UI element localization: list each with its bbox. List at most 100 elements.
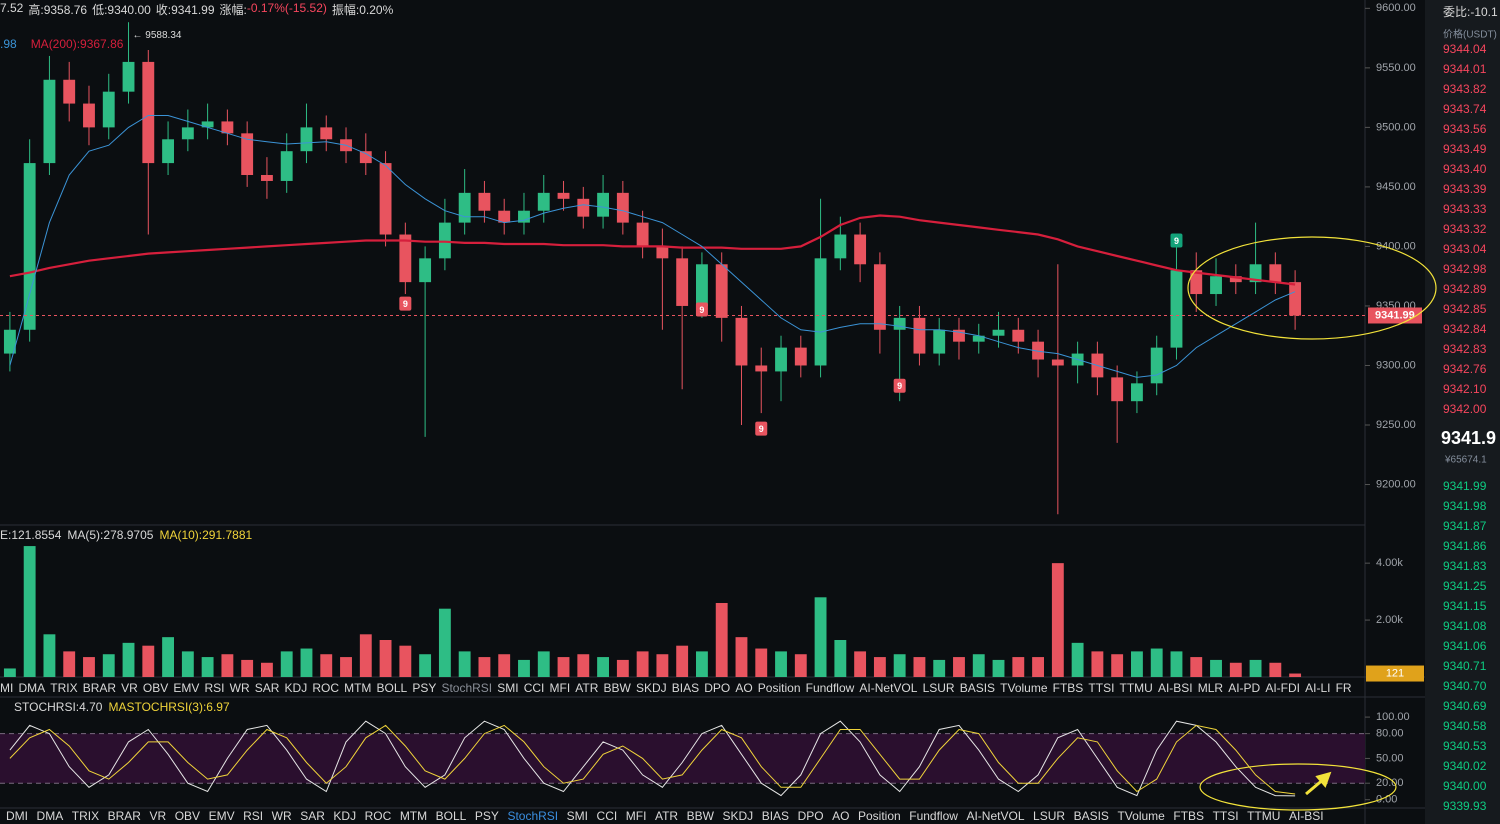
indicator-tab[interactable]: MTM	[344, 681, 372, 695]
indicator-tab[interactable]: Position	[757, 681, 801, 695]
ask-price: 9343.04	[1443, 242, 1487, 256]
indicator-tab[interactable]: DMA	[36, 809, 64, 823]
volume-legend: E:121.8554 MA(5):278.9705 MA(10):291.7881	[0, 528, 258, 542]
indicator-tab[interactable]: AO	[735, 681, 753, 695]
indicator-tab[interactable]: TVolume	[1000, 681, 1048, 695]
indicator-tab[interactable]: TRIX	[71, 809, 100, 823]
indicator-tab[interactable]: TTMU	[1119, 681, 1153, 695]
indicator-tab[interactable]: MFI	[625, 809, 647, 823]
indicator-tab[interactable]: AI-FDI	[1265, 681, 1300, 695]
indicator-tab[interactable]: WR	[229, 681, 250, 695]
indicator-tab[interactable]: TTMU	[1247, 809, 1281, 823]
indicator-tab[interactable]: PSY	[412, 681, 437, 695]
indicator-tab[interactable]: LSUR	[1033, 809, 1066, 823]
volume-bar	[735, 637, 748, 677]
indicator-tab[interactable]: DMA	[18, 681, 46, 695]
indicator-tab[interactable]: RSI	[243, 809, 264, 823]
indicator-tab[interactable]: Fundflow	[909, 809, 958, 823]
indicator-tab[interactable]: MFI	[549, 681, 571, 695]
indicator-tab[interactable]: DPO	[797, 809, 824, 823]
candle-body	[1051, 359, 1064, 366]
indicator-tab[interactable]: StochRSI	[507, 809, 559, 823]
y-tick-label: 0.00	[1376, 794, 1397, 806]
indicator-tab[interactable]: SAR	[300, 809, 325, 823]
indicator-tab[interactable]: StochRSI	[441, 681, 493, 695]
indicator-tab[interactable]: ATR	[575, 681, 599, 695]
candle-body	[972, 335, 985, 342]
header-stat: 7.52	[0, 1, 24, 15]
indicator-tab[interactable]: SKDJ	[722, 809, 754, 823]
indicator-tab[interactable]: TTSI	[1212, 809, 1239, 823]
indicator-tab[interactable]: VR	[149, 809, 167, 823]
y-tick-label: 20.00	[1376, 777, 1404, 789]
indicator-tab[interactable]: WR	[271, 809, 292, 823]
indicator-tab[interactable]: BBW	[686, 809, 714, 823]
candle-body	[23, 163, 36, 330]
indicator-tab[interactable]: AI-LI	[1305, 681, 1331, 695]
indicator-tab[interactable]: VR	[121, 681, 138, 695]
indicator-tab[interactable]: AI-NetVOL	[966, 809, 1025, 823]
indicator-tab[interactable]: MLR	[1197, 681, 1224, 695]
y-tick-label: 9600.00	[1376, 2, 1416, 14]
indicator-tab[interactable]: KDJ	[333, 809, 357, 823]
indicator-tab[interactable]: ROC	[364, 809, 392, 823]
indicator-tab[interactable]: DPO	[704, 681, 731, 695]
indicator-tab[interactable]: SMI	[566, 809, 589, 823]
indicator-tab[interactable]: SKDJ	[635, 681, 667, 695]
highlight-ellipse	[1187, 236, 1437, 340]
indicator-tab[interactable]: AI-NetVOL	[859, 681, 918, 695]
indicator-tab[interactable]: BRAR	[107, 809, 141, 823]
stoch-legend-item: MASTOCHRSI(3):6.97	[108, 700, 230, 714]
ma-legend: .98 MA(200):9367.86	[0, 37, 137, 51]
indicator-tab[interactable]: Position	[858, 809, 901, 823]
volume-bar	[221, 654, 234, 677]
indicator-tab[interactable]: PSY	[474, 809, 499, 823]
candle-body	[201, 121, 214, 128]
volume-bar	[419, 654, 432, 677]
indicator-tab[interactable]: MTM	[399, 809, 428, 823]
indicator-tab[interactable]: FTBS	[1052, 681, 1084, 695]
candle-body	[597, 192, 609, 217]
indicator-tab[interactable]: AI-PD	[1228, 681, 1261, 695]
indicator-tab[interactable]: BIAS	[761, 809, 790, 823]
indicator-tab[interactable]: SAR	[254, 681, 280, 695]
indicator-tab[interactable]: KDJ	[284, 681, 308, 695]
indicator-tab[interactable]: BRAR	[82, 681, 117, 695]
indicator-tab[interactable]: LSUR	[922, 681, 955, 695]
indicator-tab[interactable]: CCI	[596, 809, 618, 823]
candle-body	[557, 192, 570, 199]
indicator-tab[interactable]: OBV	[174, 809, 201, 823]
volume-bar	[399, 645, 412, 677]
volume-bar	[953, 657, 965, 677]
indicator-tab[interactable]: BOLL	[435, 809, 467, 823]
indicator-tab[interactable]: TTSI	[1088, 681, 1115, 695]
volume-bar	[1249, 659, 1262, 677]
indicator-tab[interactable]: EMV	[173, 681, 200, 695]
indicator-tab[interactable]: AI-BSI	[1157, 681, 1193, 695]
candle-body	[300, 127, 313, 152]
indicator-tab[interactable]: BIAS	[671, 681, 700, 695]
indicator-tab[interactable]: ROC	[312, 681, 339, 695]
candle-body	[1131, 383, 1143, 402]
indicator-tab[interactable]: BOLL	[376, 681, 408, 695]
indicator-tab[interactable]: Fundflow	[805, 681, 855, 695]
indicator-tab[interactable]: FR	[1335, 681, 1352, 695]
indicator-tab[interactable]: BASIS	[1073, 809, 1109, 823]
indicator-tab[interactable]: DMI	[6, 809, 28, 823]
indicator-tab[interactable]: AI-BSI	[1288, 809, 1324, 823]
indicator-tab[interactable]: OBV	[142, 681, 169, 695]
indicator-tab[interactable]: EMV	[208, 809, 235, 823]
indicator-tab[interactable]: BBW	[603, 681, 631, 695]
indicator-tab[interactable]: MI	[0, 681, 14, 695]
indicator-tab[interactable]: TRIX	[50, 681, 78, 695]
indicator-tab[interactable]: BASIS	[959, 681, 996, 695]
volume-bar	[1131, 651, 1143, 677]
indicator-tab[interactable]: RSI	[204, 681, 225, 695]
indicator-tab[interactable]: TVolume	[1117, 809, 1165, 823]
indicator-tab[interactable]: AO	[832, 809, 850, 823]
indicator-tab[interactable]: ATR	[654, 809, 679, 823]
volume-bar	[636, 651, 649, 677]
indicator-tab[interactable]: FTBS	[1173, 809, 1205, 823]
indicator-tab[interactable]: SMI	[497, 681, 519, 695]
indicator-tab[interactable]: CCI	[523, 681, 545, 695]
